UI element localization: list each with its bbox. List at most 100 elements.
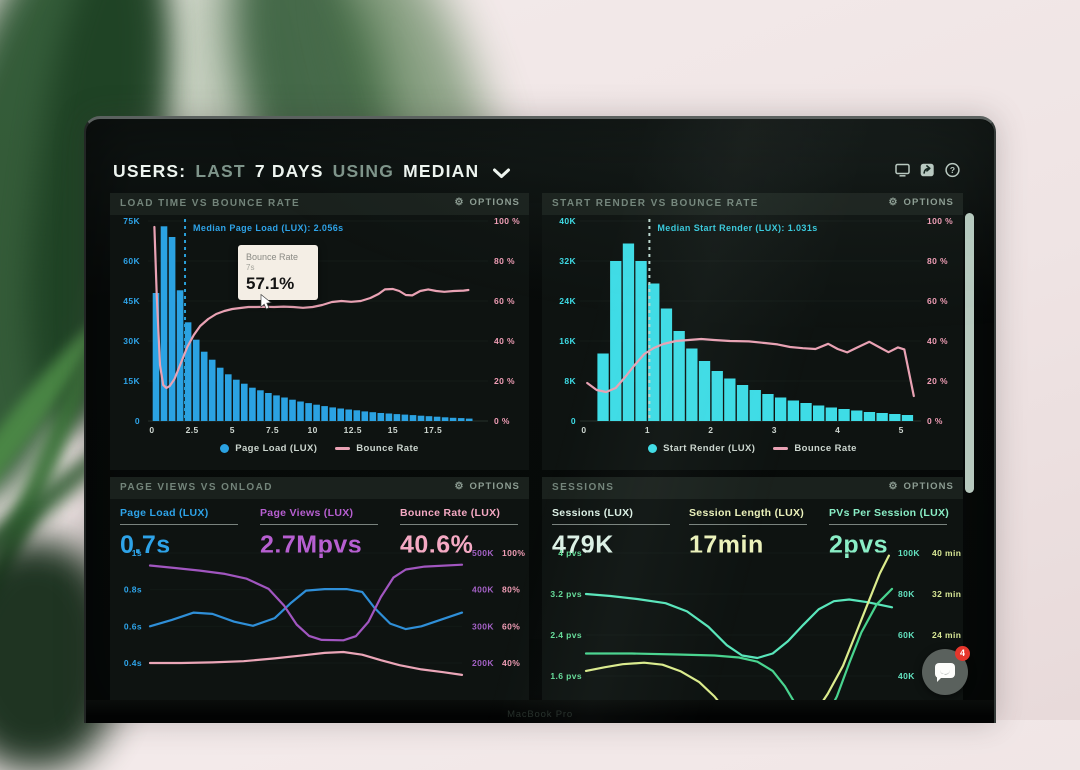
svg-text:60K: 60K xyxy=(123,256,140,266)
chevron-down-icon xyxy=(492,168,511,179)
display-icon[interactable] xyxy=(894,162,911,178)
scrollbar-thumb[interactable] xyxy=(965,213,974,493)
gear-icon: ⚙ xyxy=(888,482,898,492)
svg-text:12.5: 12.5 xyxy=(344,425,362,435)
notification-badge: 4 xyxy=(955,646,970,661)
header-days: 7 DAYS xyxy=(255,161,324,182)
svg-text:400K: 400K xyxy=(472,585,494,595)
svg-text:75K: 75K xyxy=(123,216,140,226)
header-using: USING xyxy=(333,161,394,182)
legend-dot-swatch xyxy=(220,444,229,453)
svg-text:80%: 80% xyxy=(502,585,520,595)
legend-line-swatch xyxy=(773,447,788,450)
users-range-dropdown[interactable]: USERS: LAST 7 DAYS USING MEDIAN xyxy=(113,161,511,182)
svg-text:Median Page Load (LUX): 2.056s: Median Page Load (LUX): 2.056s xyxy=(193,223,344,233)
svg-text:0: 0 xyxy=(149,425,154,435)
tooltip-value: 57.1% xyxy=(246,274,310,294)
chart-legend: Page Load (LUX) Bounce Rate xyxy=(110,443,529,454)
photo-background: USERS: LAST 7 DAYS USING MEDIAN ? xyxy=(0,0,1080,720)
svg-text:32K: 32K xyxy=(559,256,576,266)
header-median: MEDIAN xyxy=(403,161,479,182)
svg-text:60K: 60K xyxy=(898,630,915,640)
svg-text:80 %: 80 % xyxy=(927,256,948,266)
svg-text:45K: 45K xyxy=(123,296,140,306)
svg-text:7.5: 7.5 xyxy=(266,425,279,435)
svg-text:30K: 30K xyxy=(123,336,140,346)
svg-text:60%: 60% xyxy=(502,621,520,631)
svg-text:16K: 16K xyxy=(559,336,576,346)
legend-item[interactable]: Bounce Rate xyxy=(335,443,418,454)
svg-text:80 %: 80 % xyxy=(494,256,515,266)
panel-title: SESSIONS xyxy=(552,482,614,493)
svg-text:?: ? xyxy=(950,165,955,175)
svg-text:1: 1 xyxy=(645,425,650,435)
svg-text:4: 4 xyxy=(835,425,840,435)
mouse-cursor-icon xyxy=(260,294,273,310)
svg-text:0 %: 0 % xyxy=(927,416,943,426)
svg-text:0: 0 xyxy=(135,416,140,426)
svg-text:20 %: 20 % xyxy=(927,376,948,386)
header-last: LAST xyxy=(195,161,246,182)
tooltip-title: Bounce Rate xyxy=(246,252,310,262)
svg-text:0.4s: 0.4s xyxy=(124,658,142,668)
svg-text:3.2 pvs: 3.2 pvs xyxy=(550,589,582,599)
legend-item[interactable]: Start Render (LUX) xyxy=(648,443,755,454)
panel-title: START RENDER VS BOUNCE RATE xyxy=(552,198,759,209)
panel-header: LOAD TIME VS BOUNCE RATE ⚙ OPTIONS xyxy=(110,193,529,215)
options-button[interactable]: ⚙ OPTIONS xyxy=(888,481,954,492)
share-icon[interactable] xyxy=(919,162,936,178)
panel-header: START RENDER VS BOUNCE RATE ⚙ OPTIONS xyxy=(542,193,963,215)
svg-text:32 min: 32 min xyxy=(932,589,961,599)
svg-text:0.8s: 0.8s xyxy=(124,585,142,595)
gear-icon: ⚙ xyxy=(454,198,464,208)
svg-text:60 %: 60 % xyxy=(494,296,515,306)
help-icon[interactable]: ? xyxy=(944,162,961,178)
svg-text:15K: 15K xyxy=(123,376,140,386)
legend-item[interactable]: Page Load (LUX) xyxy=(220,443,317,454)
chat-bubble-icon xyxy=(935,663,955,678)
svg-text:0 %: 0 % xyxy=(494,416,510,426)
chart-legend: Start Render (LUX) Bounce Rate xyxy=(542,443,963,454)
svg-text:2: 2 xyxy=(708,425,713,435)
svg-text:60 %: 60 % xyxy=(927,296,948,306)
svg-text:40%: 40% xyxy=(502,658,520,668)
bezel-label: MacBook Pro xyxy=(507,709,573,723)
svg-text:40K: 40K xyxy=(898,671,915,681)
svg-text:40 min: 40 min xyxy=(932,548,961,558)
svg-text:5: 5 xyxy=(899,425,904,435)
panel-title: PAGE VIEWS VS ONLOAD xyxy=(120,482,273,493)
svg-text:40K: 40K xyxy=(559,216,576,226)
panel-title: LOAD TIME VS BOUNCE RATE xyxy=(120,198,300,209)
panel-page-views: PAGE VIEWS VS ONLOAD ⚙ OPTIONS Page Load… xyxy=(110,477,529,723)
svg-text:300K: 300K xyxy=(472,621,494,631)
svg-text:0: 0 xyxy=(571,416,576,426)
svg-text:100K: 100K xyxy=(898,548,920,558)
svg-text:0: 0 xyxy=(581,425,586,435)
svg-text:40 %: 40 % xyxy=(494,336,515,346)
svg-text:2.4 pvs: 2.4 pvs xyxy=(550,630,582,640)
svg-text:40 %: 40 % xyxy=(927,336,948,346)
svg-text:3: 3 xyxy=(772,425,777,435)
svg-text:4 pvs: 4 pvs xyxy=(558,548,582,558)
svg-text:100 %: 100 % xyxy=(927,216,953,226)
laptop-screen: USERS: LAST 7 DAYS USING MEDIAN ? xyxy=(84,116,996,723)
options-button[interactable]: ⚙ OPTIONS xyxy=(888,197,954,208)
svg-text:Median Start Render (LUX): 1.0: Median Start Render (LUX): 1.031s xyxy=(657,223,817,233)
svg-text:24 min: 24 min xyxy=(932,630,961,640)
svg-text:1.6 pvs: 1.6 pvs xyxy=(550,671,582,681)
panel-sessions: SESSIONS ⚙ OPTIONS Sessions (LUX) 479K S… xyxy=(542,477,963,723)
panel-header: SESSIONS ⚙ OPTIONS xyxy=(542,477,963,499)
gear-icon: ⚙ xyxy=(454,482,464,492)
options-button[interactable]: ⚙ OPTIONS xyxy=(454,197,520,208)
header-users: USERS: xyxy=(113,161,186,182)
svg-text:17.5: 17.5 xyxy=(424,425,442,435)
svg-text:15: 15 xyxy=(388,425,398,435)
options-button[interactable]: ⚙ OPTIONS xyxy=(454,481,520,492)
legend-item[interactable]: Bounce Rate xyxy=(773,443,856,454)
chat-button[interactable]: 4 xyxy=(922,649,968,695)
